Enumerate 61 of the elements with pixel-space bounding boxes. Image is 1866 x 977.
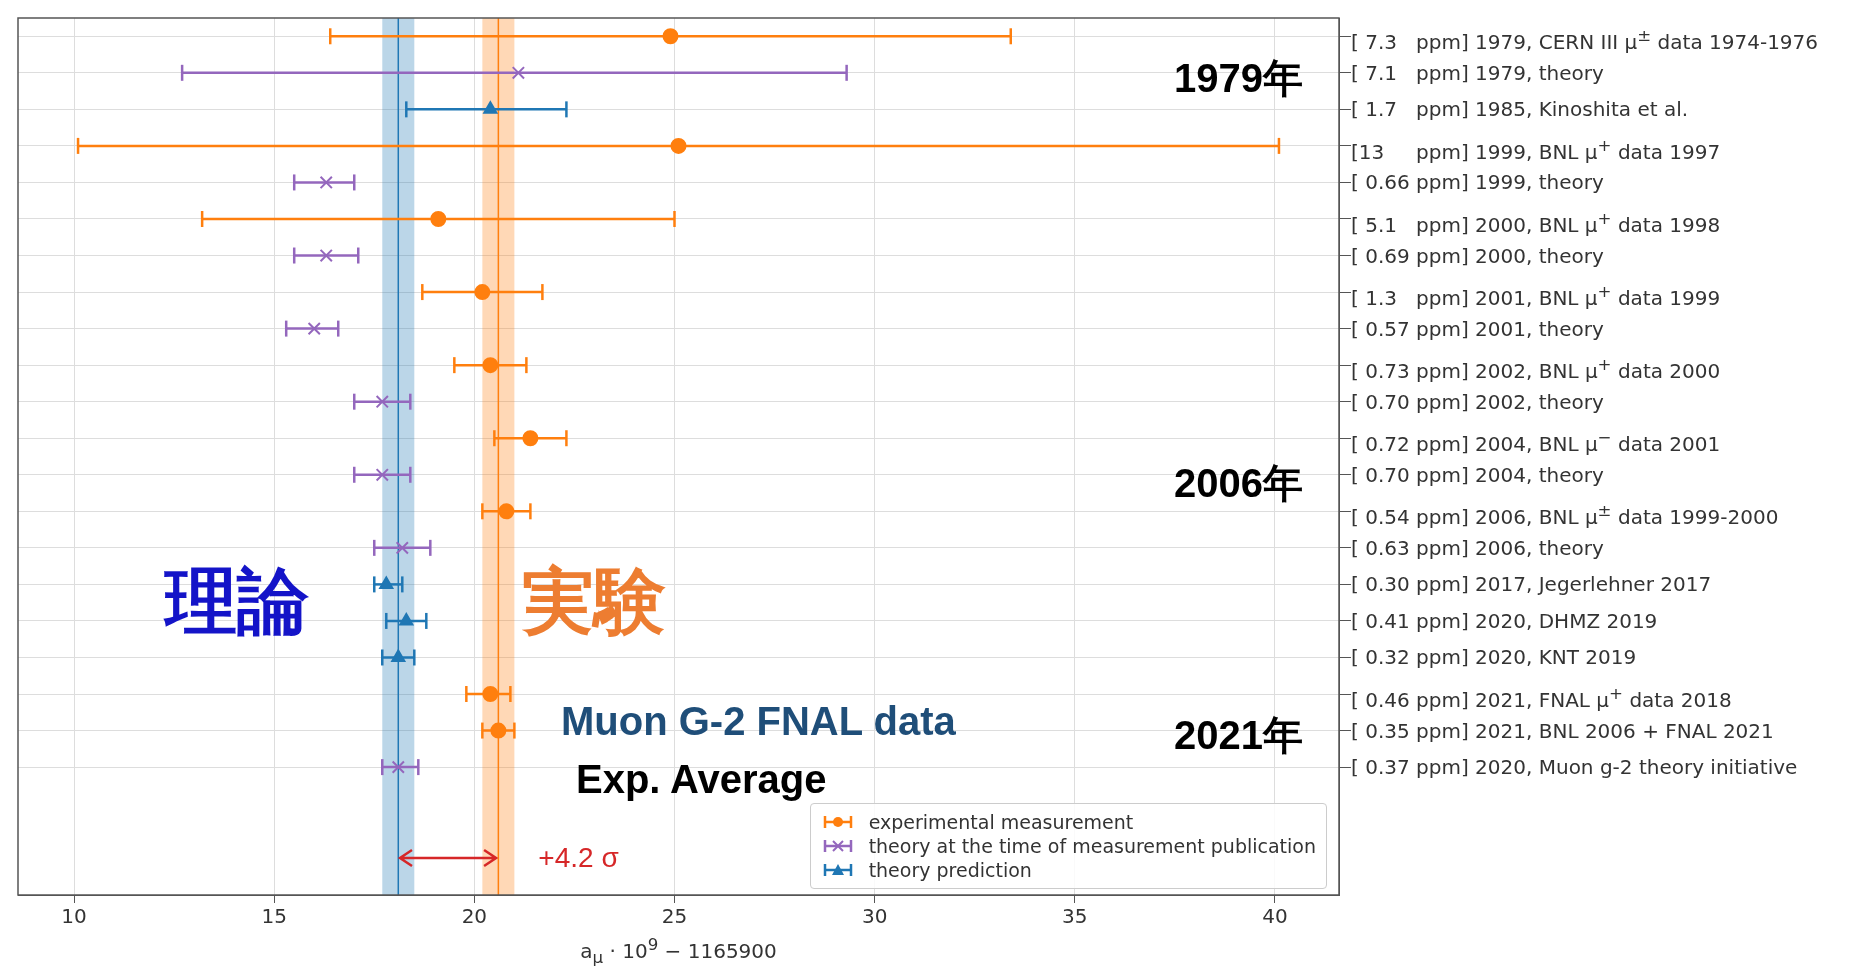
legend-label: theory at the time of measurement publication xyxy=(868,835,1316,857)
y-tick-label: [ 0.57 ppm] 2001, theory xyxy=(1351,315,1604,342)
point xyxy=(482,686,499,703)
point xyxy=(482,357,499,374)
point xyxy=(522,430,539,447)
point xyxy=(662,28,679,45)
point xyxy=(474,284,491,301)
x-tick-label: 20 xyxy=(461,904,488,929)
annotation: 1979年 xyxy=(1174,55,1303,103)
annotation: Exp. Average xyxy=(576,756,827,804)
annotation: 理論 xyxy=(165,560,310,644)
y-tick-label: [ 1.3 ppm] 2001, BNL μ$^{+}$ data 1999 xyxy=(1351,281,1721,310)
point xyxy=(391,760,405,774)
y-tick-label: [13 ppm] 1999, BNL μ$^{+}$ data 1997 xyxy=(1351,134,1721,164)
y-tick-label: [ 5.1 ppm] 2000, BNL μ$^{+}$ data 1998 xyxy=(1351,207,1721,237)
point xyxy=(511,66,526,80)
y-tick-label: [ 0.41 ppm] 2020, DHMZ 2019 xyxy=(1351,607,1658,634)
legend-label: theory prediction xyxy=(868,859,1032,881)
y-tick-label: [ 0.30 ppm] 2017, Jegerlehner 2017 xyxy=(1351,571,1712,598)
y-tick-label: [ 0.46 ppm] 2021, FNAL μ$^{+}$ data 2018 xyxy=(1351,683,1732,712)
x-tick-label: 30 xyxy=(861,904,888,929)
y-tick-label: [ 0.35 ppm] 2021, BNL 2006 + FNAL 2021 xyxy=(1351,717,1774,744)
point xyxy=(670,137,687,154)
x-tick-label: 35 xyxy=(1062,904,1088,929)
point xyxy=(399,612,414,626)
legend-label: experimental measurement xyxy=(868,811,1134,833)
x-tick-label: 10 xyxy=(61,904,87,929)
y-tick-label: [ 7.1 ppm] 1979, theory xyxy=(1351,59,1604,86)
y-tick-label: [ 7.3 ppm] 1979, CERN III μ$^{±}$ data 1974-1976 xyxy=(1351,25,1819,54)
annotation: +4.2 σ xyxy=(538,840,619,875)
x-tick-label: 40 xyxy=(1262,904,1288,929)
annotation: Muon G-2 FNAL data xyxy=(561,698,956,746)
y-tick-label: [ 0.69 ppm] 2000, theory xyxy=(1351,242,1604,269)
point xyxy=(307,321,321,336)
y-tick-label: [ 0.37 ppm] 2020, Muon g-2 theory initiative xyxy=(1351,754,1798,781)
point xyxy=(379,576,394,589)
x-axis-title: a$_{μ}$ · 10$^{9}$ − 1165900 xyxy=(579,935,778,967)
annotation: 2021年 xyxy=(1174,712,1303,760)
y-tick-label: [ 0.73 ppm] 2002, BNL μ$^{+}$ data 2000 xyxy=(1351,354,1721,383)
annotation: 実験 xyxy=(522,560,666,644)
x-tick-label: 25 xyxy=(661,904,688,929)
point xyxy=(430,210,447,227)
point xyxy=(498,503,515,520)
y-tick-label: [ 0.63 ppm] 2006, theory xyxy=(1351,534,1604,561)
y-tick-label: [ 0.66 ppm] 1999, theory xyxy=(1351,169,1604,196)
y-tick-label: [ 0.72 ppm] 2004, BNL μ$^{−}$ data 2001 xyxy=(1351,427,1721,456)
point xyxy=(391,649,406,662)
point xyxy=(319,175,333,190)
y-tick-label: [ 0.54 ppm] 2006, BNL μ$^{±}$ data 1999-2000 xyxy=(1351,500,1779,529)
y-tick-label: [ 0.32 ppm] 2020, KNT 2019 xyxy=(1351,644,1637,671)
point xyxy=(375,468,389,482)
y-tick-label: [ 1.7 ppm] 1985, Kinoshita et al. xyxy=(1351,96,1689,123)
point xyxy=(483,101,498,114)
y-tick-label: [ 0.70 ppm] 2004, theory xyxy=(1351,461,1604,488)
point xyxy=(375,395,389,409)
x-tick-label: 15 xyxy=(261,904,287,929)
point xyxy=(490,722,507,739)
point xyxy=(395,541,409,555)
point xyxy=(319,248,333,263)
y-tick-label: [ 0.70 ppm] 2002, theory xyxy=(1351,388,1604,415)
annotation: 2006年 xyxy=(1174,460,1303,508)
